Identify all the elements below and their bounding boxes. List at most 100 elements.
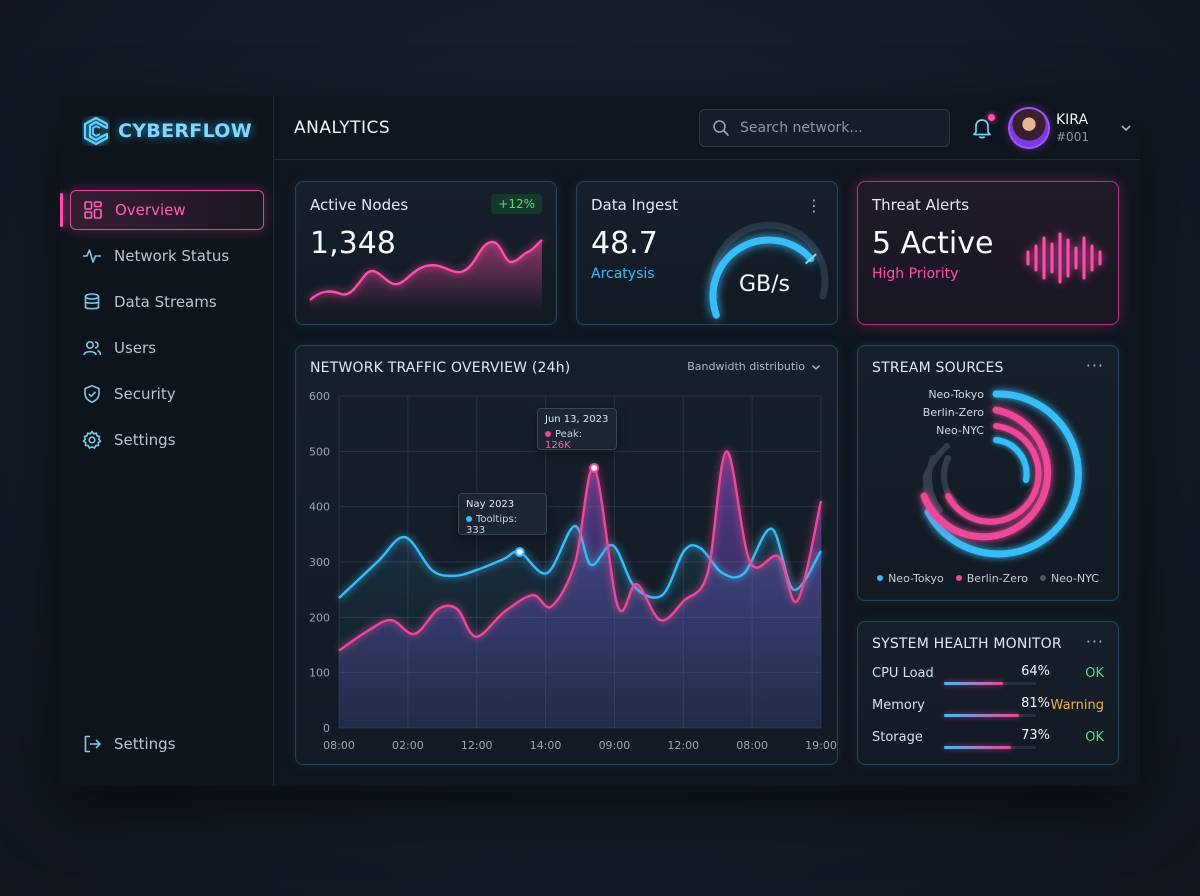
notifications-button[interactable] [971, 114, 995, 140]
data-ingest-card[interactable]: Data Ingest ⋮ 48.7 Arcatysis GB/s [576, 181, 838, 325]
user-name: KIRA [1056, 112, 1089, 128]
header: ANALYTICS KIRA #001 [274, 96, 1140, 160]
sidebar-item-settings[interactable]: Settings [70, 420, 264, 460]
sidebar-item-bottom-settings[interactable]: Settings [70, 724, 264, 764]
sidebar-item-security[interactable]: Security [70, 374, 264, 414]
search-icon [713, 120, 729, 136]
ring-label: Neo-Tokyo [928, 388, 984, 401]
legend-label: Neo-NYC [1050, 572, 1099, 585]
peak-tooltip: Jun 13, 2023 Peak: 126K [537, 408, 617, 451]
health-state: OK [1085, 730, 1104, 745]
health-percent: 73% [1021, 728, 1050, 743]
tooltip-label: Tooltips: [476, 514, 518, 525]
legend-dot [1039, 575, 1046, 581]
progress-fill [944, 682, 1003, 685]
health-state: Warning [1050, 698, 1104, 713]
y-tick-label: 100 [309, 667, 330, 680]
gauge-needle [804, 253, 817, 265]
series-area [339, 525, 821, 728]
card-title: STREAM SOURCES [872, 360, 1004, 376]
more-menu-icon[interactable]: ⋮ [806, 196, 823, 215]
chevron-down-icon[interactable] [1120, 122, 1132, 134]
health-percent: 64% [1021, 664, 1050, 679]
y-tick-label: 400 [309, 501, 330, 514]
traffic-chart: 0 100 200 300 400 500 600 08:00 02:00 12:00 14:00 0… [309, 390, 837, 752]
ring-label: Neo-NYC [936, 424, 984, 437]
notification-dot [988, 114, 995, 121]
pulse-icon [83, 249, 101, 263]
bell-icon [973, 119, 991, 139]
avatar[interactable] [1010, 109, 1048, 147]
active-nodes-value: 1,348 [310, 226, 396, 261]
search-box[interactable] [699, 109, 950, 147]
card-title: Active Nodes [310, 196, 409, 214]
sidebar-item-network-status[interactable]: Network Status [70, 236, 264, 276]
series-line [338, 524, 823, 599]
card-title: NETWORK TRAFFIC OVERVIEW (24h) [310, 360, 571, 376]
progress-fill [944, 714, 1019, 717]
gauge-chart [709, 221, 829, 319]
sidebar-item-data-streams[interactable]: Data Streams [70, 282, 264, 322]
y-tick-label: 300 [309, 556, 330, 569]
sidebar: CYBERFLOW Overview Network Status Data S… [60, 96, 274, 786]
y-tick-label: 200 [309, 611, 330, 624]
x-tick-label: 08:00 [323, 739, 355, 752]
data-point-marker [514, 547, 525, 558]
legend-dot [466, 516, 472, 522]
logo[interactable]: CYBERFLOW [82, 116, 252, 146]
legend-dot [955, 575, 962, 581]
ring-label: Berlin-Zero [923, 406, 984, 419]
health-label: Memory [872, 698, 925, 713]
legend-label: Neo-Tokyo [888, 572, 944, 585]
x-tick-label: 12:00 [667, 739, 699, 752]
x-tick-label: 08:00 [736, 739, 768, 752]
x-tick-label: 02:00 [392, 739, 424, 752]
radial-bar-chart: Neo-Tokyo Berlin-Zero Neo-NYC [920, 388, 1082, 558]
tooltip-date: Jun 13, 2023 [545, 414, 609, 425]
sidebar-bottom: Settings [70, 724, 264, 764]
card-title: SYSTEM HEALTH MONITOR [872, 636, 1062, 652]
stream-sources-card: STREAM SOURCES ··· Neo-Tokyo Berlin-Zero… [857, 345, 1119, 601]
health-label: Storage [872, 730, 923, 745]
legend-item: Neo-Tokyo [877, 572, 944, 585]
card-title: Data Ingest [591, 196, 678, 214]
gauge-unit: GB/s [739, 272, 791, 297]
legend-dot [545, 431, 551, 437]
app-window: CYBERFLOW Overview Network Status Data S… [60, 96, 1140, 786]
legend-dot [877, 575, 884, 581]
threat-alerts-card[interactable]: Threat Alerts 5 Active High Priority [857, 181, 1119, 325]
page-title: ANALYTICS [294, 118, 391, 138]
progress-track [944, 682, 1036, 685]
sidebar-item-label: Data Streams [114, 293, 217, 311]
legend-item: Neo-NYC [1039, 572, 1099, 585]
sidebar-item-label: Overview [115, 201, 186, 219]
sidebar-item-users[interactable]: Users [70, 328, 264, 368]
legend-label: Berlin-Zero [966, 572, 1028, 585]
tooltip-value: 333 [466, 525, 486, 536]
app-name: CYBERFLOW [118, 120, 253, 142]
progress-fill [944, 746, 1012, 749]
user-id: #001 [1056, 130, 1089, 144]
sidebar-nav: Overview Network Status Data Streams Use… [60, 190, 274, 466]
more-menu-icon[interactable]: ··· [1085, 632, 1104, 651]
threat-alerts-subtitle: High Priority [872, 266, 959, 282]
x-tick-label: 09:00 [599, 739, 631, 752]
threat-alerts-value: 5 Active [872, 226, 994, 261]
health-percent: 81% [1021, 696, 1050, 711]
system-health-card: SYSTEM HEALTH MONITOR ··· CPU Load 64% O… [857, 621, 1119, 765]
x-tick-label: 12:00 [461, 739, 493, 752]
legend: Neo-Tokyo Berlin-Zero Neo-NYC [858, 572, 1118, 585]
sidebar-item-label: Settings [114, 735, 176, 753]
search-input[interactable] [740, 120, 930, 136]
sidebar-item-overview[interactable]: Overview [60, 190, 264, 230]
bandwidth-dropdown[interactable]: Bandwidth distributio [687, 360, 821, 373]
y-tick-label: 500 [309, 445, 330, 458]
active-nodes-card[interactable]: Active Nodes +12% 1,348 [295, 181, 557, 325]
users-icon [83, 340, 102, 356]
database-icon [84, 293, 100, 310]
sidebar-item-label: Security [114, 385, 176, 403]
more-menu-icon[interactable]: ··· [1085, 356, 1104, 375]
data-ingest-value: 48.7 [591, 226, 658, 261]
card-title: Threat Alerts [872, 196, 970, 214]
data-point-marker [589, 462, 600, 473]
